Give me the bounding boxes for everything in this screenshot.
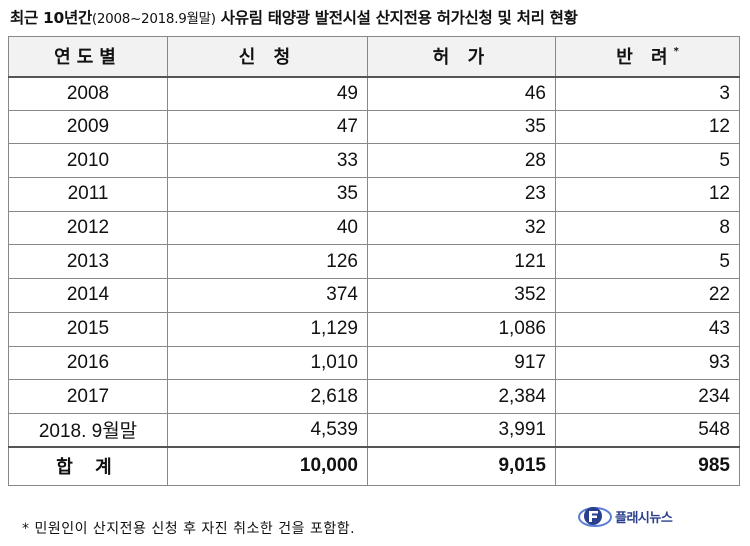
header-apply: 신 청 <box>167 36 368 78</box>
cell-permit: 917 <box>367 345 556 381</box>
title-period: (2008~2018.9월말) <box>91 11 216 27</box>
cell-permit: 35 <box>367 109 556 145</box>
total-reject: 985 <box>555 446 740 486</box>
cell-apply: 1,010 <box>167 345 368 381</box>
cell-year: 2014 <box>8 278 168 313</box>
cell-apply: 40 <box>167 210 368 246</box>
total-row: 합 계 10,000 9,015 985 <box>8 446 740 486</box>
table-row: 2018. 9월말 4,539 3,991 548 <box>8 412 740 448</box>
footnote-marker: * <box>673 46 679 58</box>
cell-reject: 12 <box>555 109 740 145</box>
cell-year: 2008 <box>8 76 168 111</box>
cell-reject: 548 <box>555 412 740 448</box>
title-main-a: 최근 10년간 <box>10 9 92 27</box>
header-year: 연도별 <box>8 36 168 78</box>
cell-reject: 234 <box>555 379 740 414</box>
cell-apply: 126 <box>167 244 368 280</box>
table-row: 2014 374 352 22 <box>8 278 740 313</box>
flash-news-logo-icon <box>578 507 612 527</box>
cell-permit: 23 <box>367 177 556 212</box>
cell-apply: 33 <box>167 143 368 179</box>
cell-apply: 49 <box>167 76 368 111</box>
cell-year: 2015 <box>8 311 168 347</box>
cell-year: 2018. 9월말 <box>8 412 168 448</box>
cell-permit: 28 <box>367 143 556 179</box>
cell-permit: 46 <box>367 76 556 111</box>
footnote: * 민원인이 산지전용 신청 후 자진 취소한 건을 포함함. <box>22 521 356 537</box>
cell-year: 2011 <box>8 177 168 212</box>
cell-apply: 374 <box>167 278 368 313</box>
cell-reject: 8 <box>555 210 740 246</box>
cell-reject: 22 <box>555 278 740 313</box>
cell-year: 2013 <box>8 244 168 280</box>
cell-apply: 1,129 <box>167 311 368 347</box>
table-row: 2013 126 121 5 <box>8 244 740 280</box>
cell-apply: 2,618 <box>167 379 368 414</box>
cell-permit: 1,086 <box>367 311 556 347</box>
table-row: 2015 1,129 1,086 43 <box>8 311 740 347</box>
cell-year: 2010 <box>8 143 168 179</box>
logo: 플래시뉴스 <box>578 500 673 532</box>
table-row: 2009 47 35 12 <box>8 109 740 145</box>
cell-year: 2016 <box>8 345 168 381</box>
title-main-b: 사유림 태양광 발전시설 산지전용 허가신청 및 처리 현황 <box>215 9 578 27</box>
cell-year: 2009 <box>8 109 168 145</box>
cell-reject: 5 <box>555 244 740 280</box>
cell-reject: 3 <box>555 76 740 111</box>
header-reject: 반 려* <box>555 36 740 78</box>
permit-status-table: 연도별 신 청 허 가 반 려* 2008 49 46 3 2009 47 35 12 2010… <box>8 36 740 486</box>
table-row: 2016 1,010 917 93 <box>8 345 740 381</box>
cell-reject: 93 <box>555 345 740 381</box>
cell-permit: 3,991 <box>367 412 556 448</box>
total-permit: 9,015 <box>367 446 556 486</box>
table-row: 2017 2,618 2,384 234 <box>8 379 740 414</box>
cell-year: 2012 <box>8 210 168 246</box>
cell-permit: 32 <box>367 210 556 246</box>
cell-apply: 47 <box>167 109 368 145</box>
table-title: 최근 10년간(2008~2018.9월말) 사유림 태양광 발전시설 산지전용… <box>10 6 745 28</box>
logo-text: 플래시뉴스 <box>615 510 673 526</box>
cell-reject: 5 <box>555 143 740 179</box>
cell-apply: 4,539 <box>167 412 368 448</box>
total-apply: 10,000 <box>167 446 368 486</box>
header-row: 연도별 신 청 허 가 반 려* <box>8 36 740 78</box>
header-permit: 허 가 <box>367 36 556 78</box>
total-label: 합 계 <box>8 446 168 486</box>
cell-permit: 352 <box>367 278 556 313</box>
cell-reject: 12 <box>555 177 740 212</box>
cell-permit: 121 <box>367 244 556 280</box>
table-row: 2010 33 28 5 <box>8 143 740 179</box>
cell-permit: 2,384 <box>367 379 556 414</box>
header-reject-label: 반 려 <box>616 47 674 69</box>
table-row: 2012 40 32 8 <box>8 210 740 246</box>
cell-year: 2017 <box>8 379 168 414</box>
table-row: 2008 49 46 3 <box>8 76 740 111</box>
cell-reject: 43 <box>555 311 740 347</box>
table-row: 2011 35 23 12 <box>8 177 740 212</box>
cell-apply: 35 <box>167 177 368 212</box>
